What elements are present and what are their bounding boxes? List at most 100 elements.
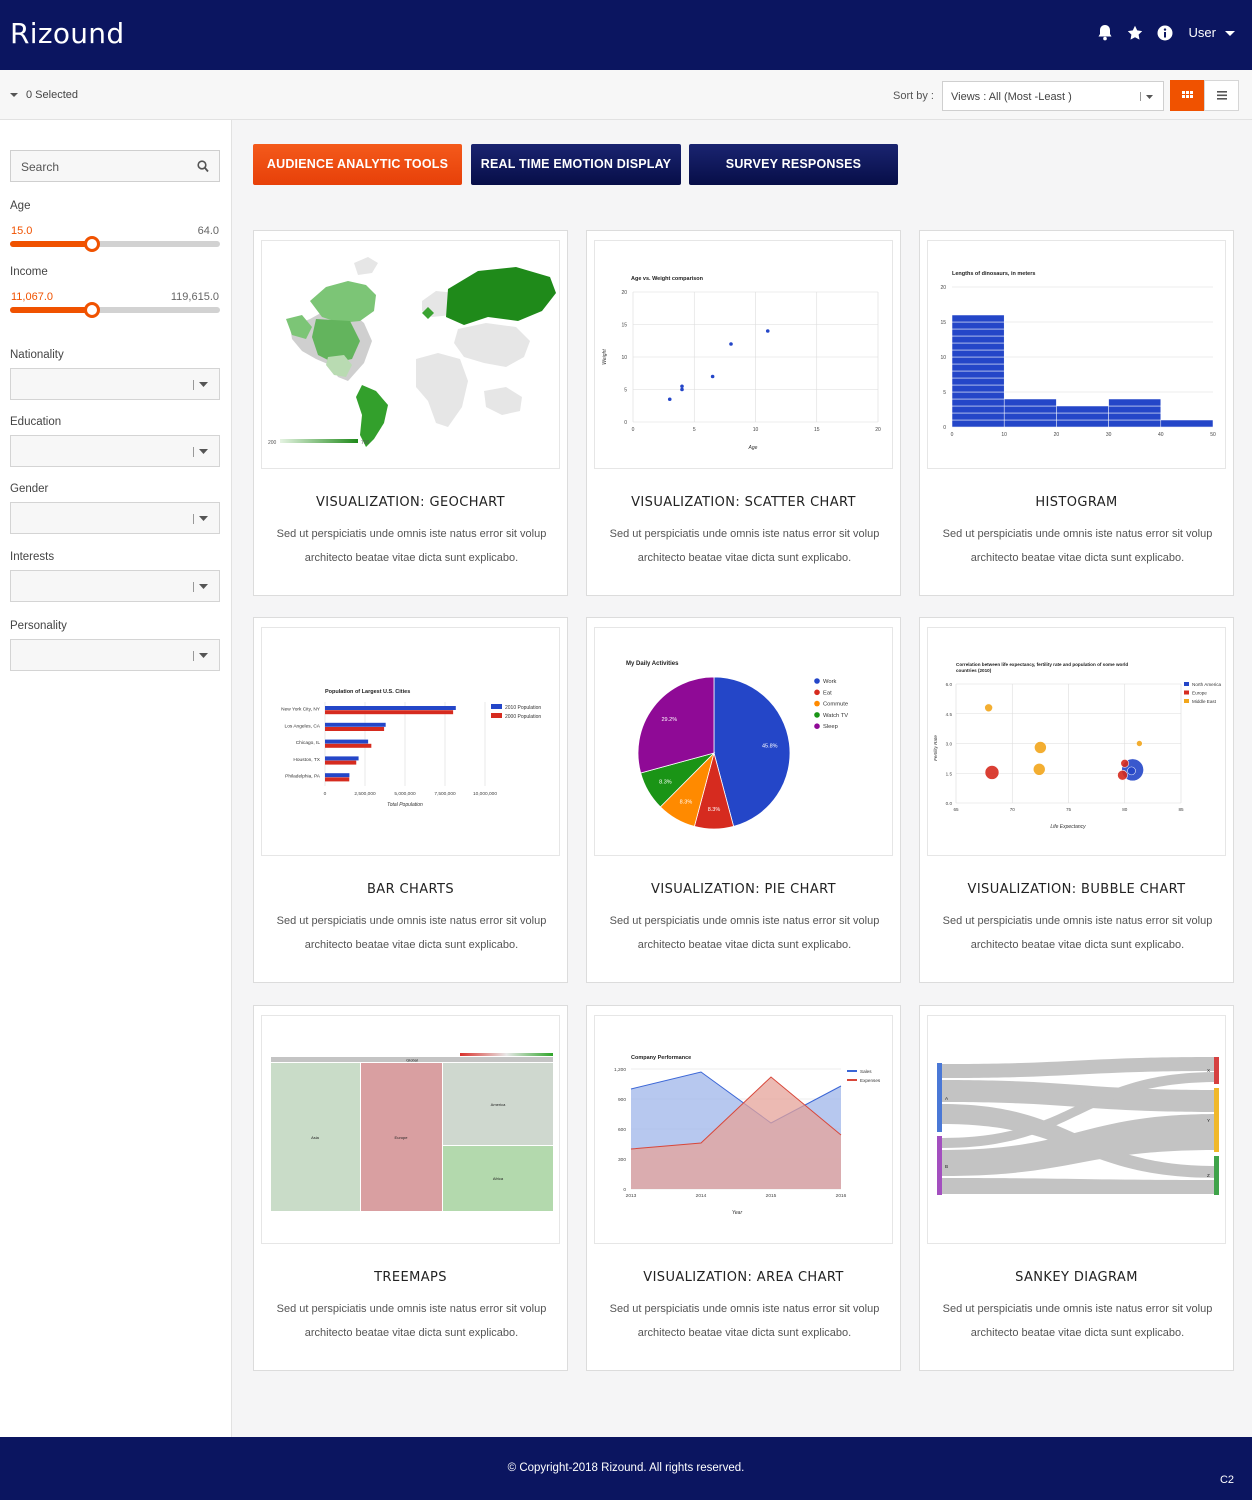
histogram-bar xyxy=(1056,405,1109,414)
card-description: Sed ut perspiciatis unde omnis iste natu… xyxy=(942,1303,1213,1339)
geochart-legend-bar xyxy=(280,439,358,443)
bar-category-label: Philadelphia, PA xyxy=(285,774,321,780)
histogram-bar xyxy=(951,412,1005,421)
bubble xyxy=(1034,741,1047,754)
card-description: Sed ut perspiciatis unde omnis iste natu… xyxy=(276,1303,547,1339)
card-bubble-chart[interactable]: Correlation between life expectancy, fer… xyxy=(919,617,1234,983)
tab-real-time-emotion-display[interactable]: REAL TIME EMOTION DISPLAY xyxy=(471,144,681,185)
scatter-point xyxy=(667,397,672,402)
bubble xyxy=(1136,740,1143,747)
bar-x-tick: 2,500,000 xyxy=(354,791,376,797)
area-y-tick: 0 xyxy=(623,1187,626,1193)
tab-audience-analytic-tools[interactable]: AUDIENCE ANALYTIC TOOLS xyxy=(253,144,462,185)
nationality-select[interactable] xyxy=(10,368,220,400)
treemap-cell-asia[interactable] xyxy=(271,1063,360,1211)
sankey-node-x[interactable] xyxy=(1214,1057,1219,1084)
pie-slice xyxy=(713,676,791,827)
treemap-cell-africa[interactable] xyxy=(443,1146,553,1211)
star-icon[interactable] xyxy=(1127,25,1143,41)
search-icon[interactable] xyxy=(197,160,209,173)
scatter-y-tick: 15 xyxy=(621,323,627,329)
pie-slice xyxy=(637,676,715,774)
info-icon[interactable] xyxy=(1157,25,1173,41)
income-slider-handle[interactable] xyxy=(83,302,100,318)
area-chart-x-label: Year xyxy=(732,1210,743,1216)
card-histogram[interactable]: Lengths of dinosaurs, in meters 0 5 10 15 20… xyxy=(919,230,1234,596)
treemap-cell-europe[interactable] xyxy=(361,1063,442,1211)
list-view-button[interactable] xyxy=(1204,80,1239,111)
selection-toggle[interactable]: 0 Selected xyxy=(10,89,78,101)
histogram-bar xyxy=(951,342,1005,351)
bar xyxy=(325,773,350,778)
pie-chart-thumbnail: My Daily Activities 45.8% Work 8.3% Eat 8.3%… xyxy=(594,627,893,856)
legend-2000: 2000 Population xyxy=(505,714,541,720)
user-menu[interactable]: User xyxy=(1189,25,1238,40)
bubble-legend-swatch xyxy=(1184,699,1189,703)
education-select[interactable] xyxy=(10,435,220,467)
bar-x-tick: 10,000,000 xyxy=(473,791,497,797)
bar-x-tick: 7,500,000 xyxy=(434,791,456,797)
bell-icon[interactable] xyxy=(1097,24,1113,41)
card-scatter-chart[interactable]: Age vs. Weight comparison Age Weight 0 5 1… xyxy=(586,230,901,596)
world-map xyxy=(286,257,556,447)
scatter-point xyxy=(729,342,733,346)
treemap-header[interactable] xyxy=(271,1057,553,1062)
histogram-bar xyxy=(1108,412,1162,421)
histogram-bar xyxy=(951,370,1005,379)
income-slider[interactable] xyxy=(10,302,220,318)
grid-view-button[interactable] xyxy=(1170,80,1204,111)
bar-chart-x-label: Total Population xyxy=(387,802,423,808)
histogram-bar xyxy=(1056,419,1109,428)
chevron-down-icon xyxy=(199,584,208,589)
card-title: TREEMAPS xyxy=(374,1270,447,1285)
scatter-y-tick: 0 xyxy=(624,420,627,426)
histogram-bar xyxy=(1108,398,1162,407)
bar-chart-thumbnail: Population of Largest U.S. Cities Total … xyxy=(261,627,560,856)
card-area-chart[interactable]: Company Performance Year Sales Expenses … xyxy=(586,1005,901,1371)
interests-select[interactable] xyxy=(10,570,220,602)
pie-legend-label: Watch TV xyxy=(823,713,848,719)
personality-select[interactable] xyxy=(10,639,220,671)
bubble-y-tick: 0.0 xyxy=(946,801,953,806)
sankey-label-y: Y xyxy=(1207,1118,1210,1123)
area-x-tick: 2014 xyxy=(696,1193,707,1199)
bubble xyxy=(984,703,993,713)
area-line xyxy=(630,1071,842,1124)
treemap-label-america: America xyxy=(491,1102,506,1107)
sankey-node-z[interactable] xyxy=(1214,1156,1219,1195)
bubble-y-tick: 4.5 xyxy=(946,712,953,717)
card-sankey-diagram[interactable]: A B X Y Z SANKEY DIAGRAM Sed ut perspici… xyxy=(919,1005,1234,1371)
gender-select[interactable] xyxy=(10,502,220,534)
chevron-down-icon xyxy=(199,516,208,521)
pie-legend-label: Eat xyxy=(823,690,832,696)
sort-select[interactable]: Views : All (Most -Least ) xyxy=(942,81,1164,111)
age-slider-fill xyxy=(10,241,92,247)
age-label: Age xyxy=(10,200,31,212)
sankey-node-a[interactable] xyxy=(937,1063,942,1132)
pie-slice-label: 45.8% xyxy=(762,744,778,750)
search-input[interactable]: Search xyxy=(10,150,220,182)
card-geochart[interactable]: 200 700 VISUALIZATION: GEOCHART Sed ut p… xyxy=(253,230,568,596)
histogram-bar xyxy=(951,419,1005,428)
treemap-cell-america[interactable] xyxy=(443,1063,553,1145)
age-slider[interactable] xyxy=(10,236,220,252)
histogram-bar xyxy=(1003,412,1057,421)
sankey-node-b[interactable] xyxy=(937,1136,942,1195)
toolbar: 0 Selected Sort by : Views : All (Most -… xyxy=(0,70,1252,120)
pie-legend-label: Work xyxy=(823,679,837,685)
card-treemaps[interactable]: Global Asia Europe America Africa TREEMA… xyxy=(253,1005,568,1371)
card-bar-charts[interactable]: Population of Largest U.S. Cities Total … xyxy=(253,617,568,983)
sankey-thumbnail: A B X Y Z xyxy=(927,1015,1226,1244)
age-slider-handle[interactable] xyxy=(83,236,100,252)
sankey-node-y[interactable] xyxy=(1214,1088,1219,1152)
scatter-x-tick: 0 xyxy=(632,427,635,433)
card-title: VISUALIZATION: SCATTER CHART xyxy=(631,495,856,510)
card-pie-chart[interactable]: My Daily Activities 45.8% Work 8.3% Eat 8.3%… xyxy=(586,617,901,983)
bar-category-label: New York City, NY xyxy=(281,707,321,713)
histogram-bar xyxy=(951,384,1005,393)
pie-legend-swatch xyxy=(814,678,820,684)
app-logo[interactable]: Rizound xyxy=(10,17,125,50)
pie-slice-label: 29.2% xyxy=(662,717,678,723)
tab-survey-responses[interactable]: SURVEY RESPONSES xyxy=(689,144,898,185)
bar xyxy=(325,706,456,710)
